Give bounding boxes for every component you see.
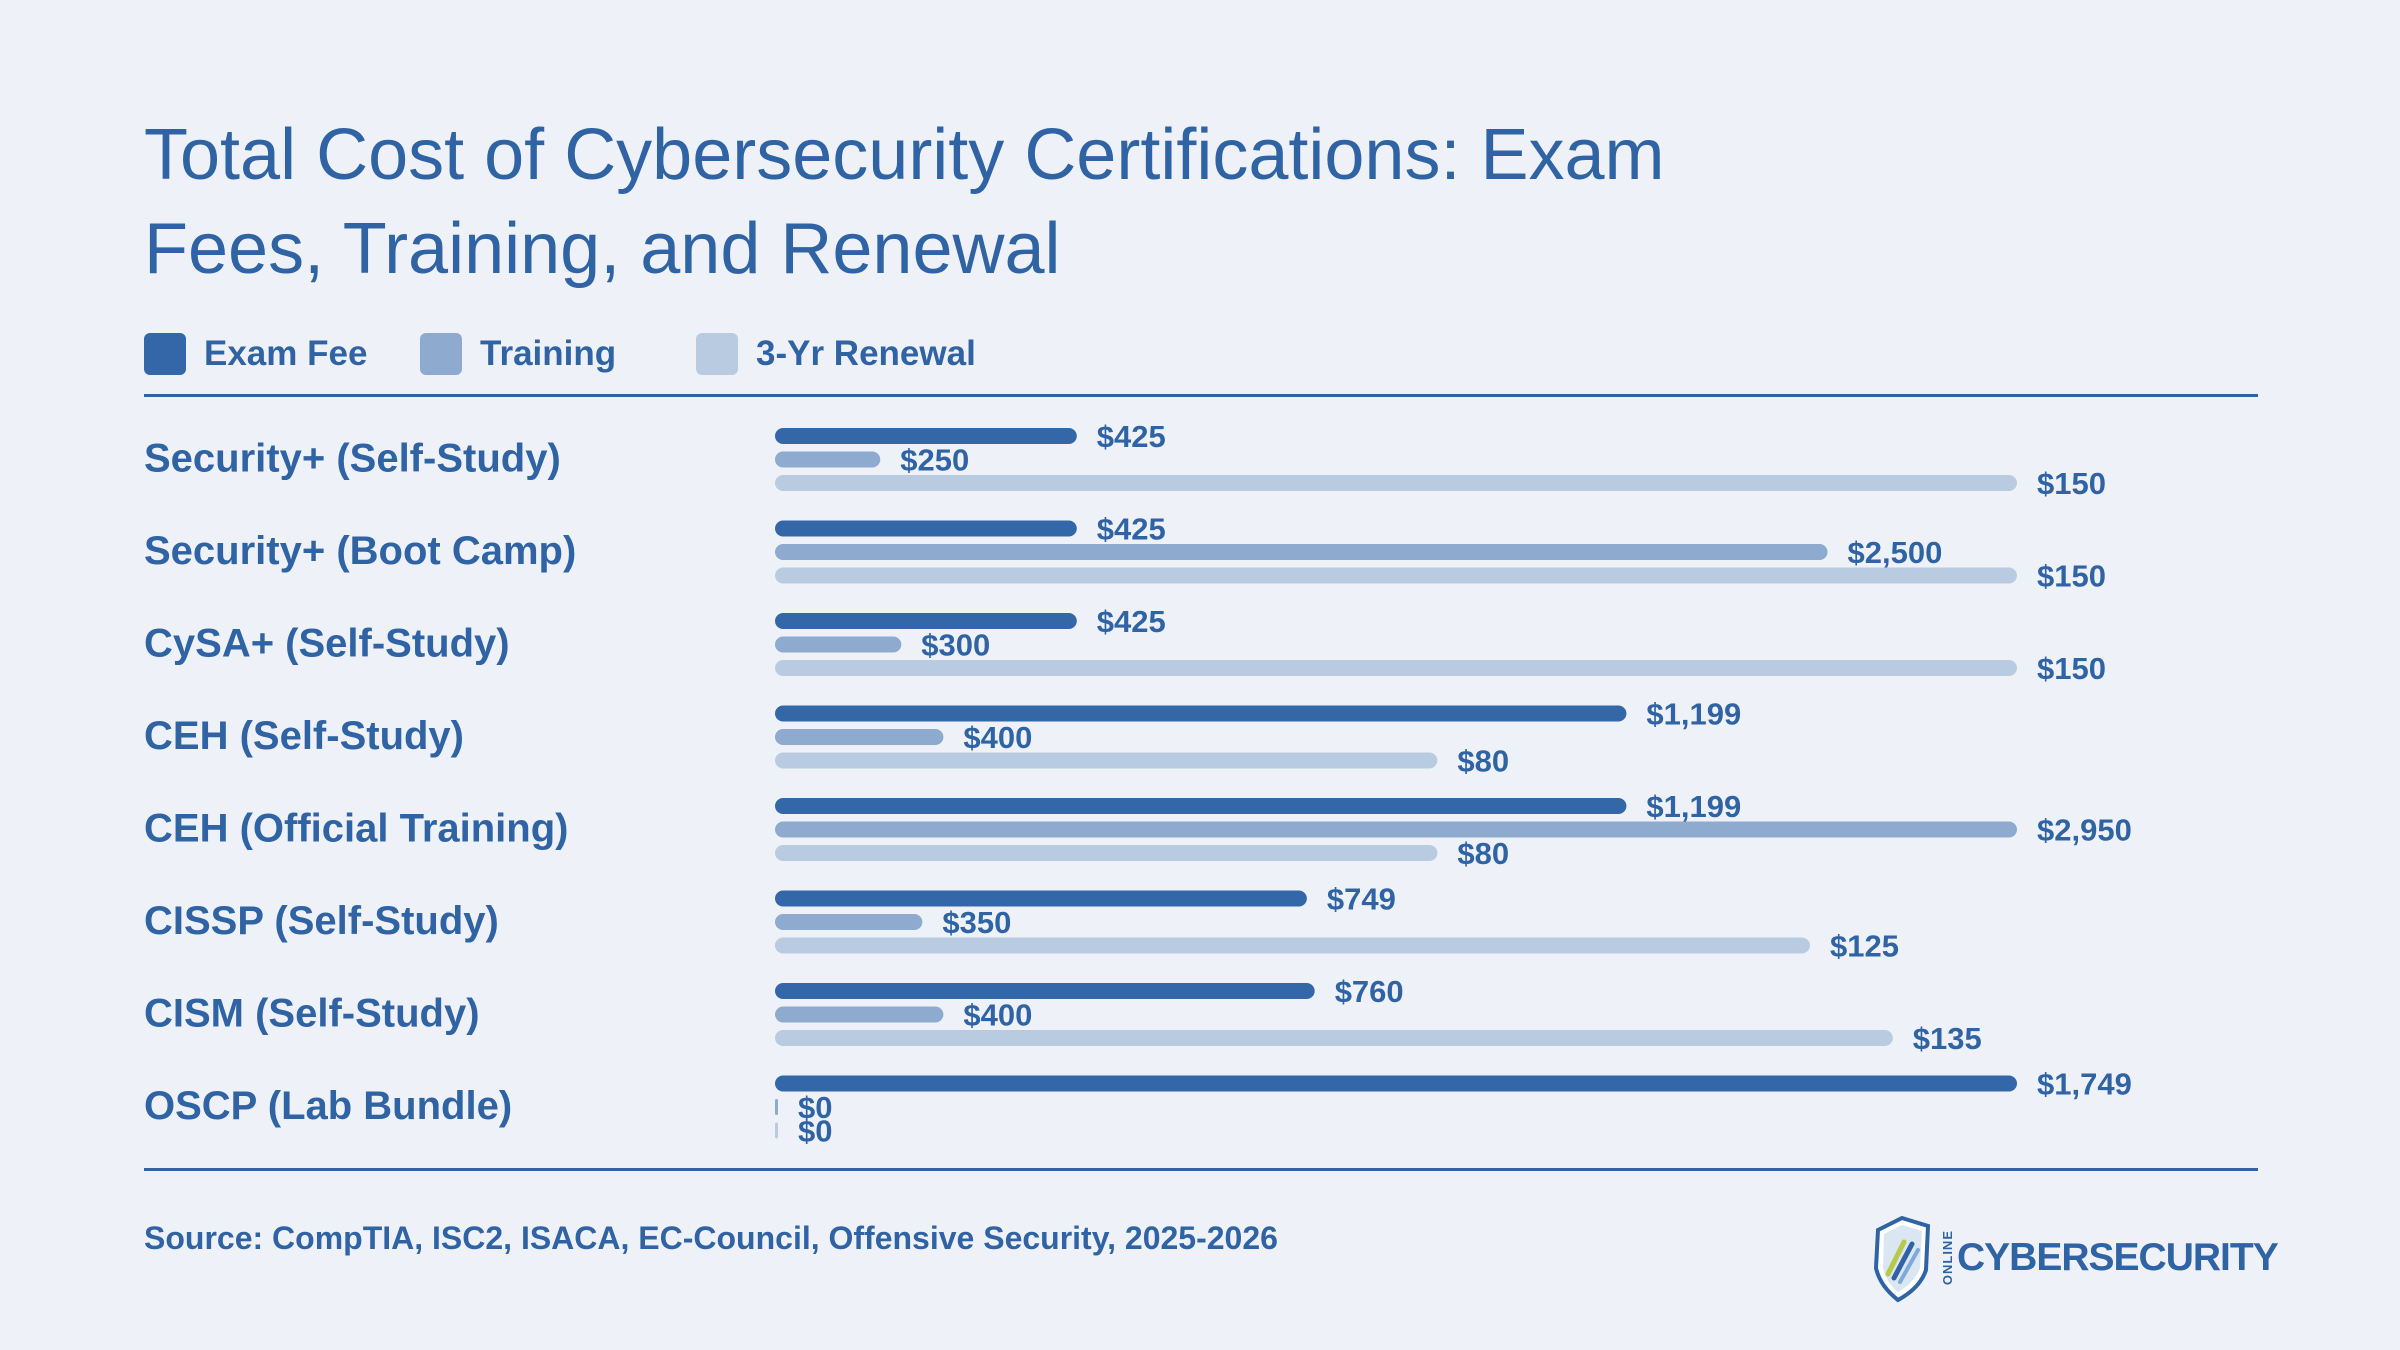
top-divider bbox=[144, 394, 2258, 397]
bar-exam-fee bbox=[775, 613, 1077, 629]
category-label: CySA+ (Self-Study) bbox=[144, 622, 510, 666]
bar-exam-fee bbox=[775, 890, 1307, 907]
bar-training bbox=[775, 1006, 944, 1023]
bar-training bbox=[775, 914, 923, 930]
category-label: CISSP (Self-Study) bbox=[144, 899, 499, 943]
bar-group-oscp-lab-bundle: OSCP (Lab Bundle) $1,749 $0$0 bbox=[144, 1067, 2132, 1149]
legend-swatch bbox=[144, 333, 186, 375]
value-label-training: $400 bbox=[963, 998, 1032, 1033]
value-label-training: $250 bbox=[900, 443, 969, 478]
value-label-3-yr-renewal: $125 bbox=[1830, 929, 1899, 964]
legend-item-training: Training bbox=[420, 332, 616, 376]
legend-swatch bbox=[696, 333, 738, 375]
category-label: OSCP (Lab Bundle) bbox=[144, 1084, 512, 1128]
category-label: Security+ (Self-Study) bbox=[144, 437, 561, 481]
bar-3-yr-renewal bbox=[775, 567, 2017, 584]
bar-group-security-boot-camp: Security+ (Boot Camp) $425 $2,500 $150 bbox=[144, 512, 2106, 594]
bar-3-yr-renewal bbox=[775, 475, 2017, 491]
bar-training bbox=[775, 1099, 778, 1115]
bar-3-yr-renewal bbox=[775, 1122, 778, 1139]
brand-logo: ONLINE CYBERSECURITY bbox=[1872, 1212, 2279, 1304]
value-label-exam-fee: $425 bbox=[1097, 512, 1166, 547]
bar-exam-fee bbox=[775, 520, 1077, 537]
bar-3-yr-renewal bbox=[775, 937, 1810, 954]
bar-training bbox=[775, 451, 881, 468]
legend-item-3-yr-renewal: 3-Yr Renewal bbox=[696, 332, 976, 376]
value-label-exam-fee: $425 bbox=[1097, 604, 1166, 639]
bar-group-cysa-self-study: CySA+ (Self-Study) $425 $300 $150 bbox=[144, 604, 2106, 686]
legend-item-exam-fee: Exam Fee bbox=[144, 332, 367, 376]
bar-group-security-self-study: Security+ (Self-Study) $425 $250 $150 bbox=[144, 419, 2106, 501]
bar-3-yr-renewal bbox=[775, 660, 2017, 676]
bar-training bbox=[775, 636, 902, 653]
bar-exam-fee bbox=[775, 798, 1627, 814]
category-label: CISM (Self-Study) bbox=[144, 992, 480, 1036]
value-label-3-yr-renewal: $150 bbox=[2037, 559, 2106, 594]
brand-wordmark: CYBERSECURITY bbox=[1957, 1236, 2279, 1279]
value-label-training: $0 bbox=[798, 1090, 832, 1125]
value-label-3-yr-renewal: $80 bbox=[1457, 744, 1509, 779]
value-label-exam-fee: $1,199 bbox=[1646, 697, 1741, 732]
bar-3-yr-renewal bbox=[775, 845, 1438, 861]
value-label-3-yr-renewal: $150 bbox=[2037, 651, 2106, 686]
value-label-training: $2,950 bbox=[2037, 813, 2132, 848]
value-label-exam-fee: $760 bbox=[1335, 974, 1404, 1009]
value-label-training: $2,500 bbox=[1848, 535, 1943, 570]
value-label-3-yr-renewal: $0 bbox=[798, 1114, 832, 1149]
value-label-training: $300 bbox=[921, 628, 990, 663]
bar-training bbox=[775, 821, 2017, 838]
bar-exam-fee bbox=[775, 428, 1077, 444]
category-label: CEH (Official Training) bbox=[144, 807, 568, 851]
shield-icon bbox=[1873, 1215, 1931, 1303]
value-label-exam-fee: $749 bbox=[1327, 882, 1396, 917]
legend-swatch bbox=[420, 333, 462, 375]
bar-group-ceh-official-training: CEH (Official Training) $1,199 $2,950 $80 bbox=[144, 789, 2132, 871]
legend-label: Exam Fee bbox=[204, 334, 368, 373]
value-label-3-yr-renewal: $135 bbox=[1913, 1021, 1982, 1056]
bar-group-cism-self-study: CISM (Self-Study) $760 $400 $135 bbox=[144, 974, 1982, 1056]
bar-3-yr-renewal bbox=[775, 1030, 1893, 1046]
legend-label: 3-Yr Renewal bbox=[756, 334, 976, 373]
bar-group-cissp-self-study: CISSP (Self-Study) $749 $350 $125 bbox=[144, 882, 1899, 964]
legend-label: Training bbox=[480, 334, 617, 373]
category-label: Security+ (Boot Camp) bbox=[144, 529, 576, 573]
bottom-divider bbox=[144, 1168, 2258, 1171]
chart-title: Total Cost of Cybersecurity Certificatio… bbox=[144, 115, 1665, 289]
value-label-exam-fee: $425 bbox=[1097, 419, 1166, 454]
value-label-training: $400 bbox=[963, 720, 1032, 755]
category-label: CEH (Self-Study) bbox=[144, 714, 464, 758]
bar-training bbox=[775, 544, 1828, 560]
bar-3-yr-renewal bbox=[775, 752, 1438, 769]
source-note: Source: CompTIA, ISC2, ISACA, EC-Council… bbox=[144, 1220, 1278, 1256]
brand-small-text: ONLINE bbox=[1940, 1230, 1955, 1286]
bar-exam-fee bbox=[775, 983, 1315, 999]
value-label-training: $350 bbox=[942, 905, 1011, 940]
value-label-3-yr-renewal: $80 bbox=[1457, 836, 1509, 871]
bar-exam-fee bbox=[775, 705, 1627, 722]
bar-group-ceh-self-study: CEH (Self-Study) $1,199 $400 $80 bbox=[144, 697, 1741, 779]
bar-training bbox=[775, 729, 944, 745]
value-label-exam-fee: $1,199 bbox=[1646, 789, 1741, 824]
value-label-3-yr-renewal: $150 bbox=[2037, 466, 2106, 501]
value-label-exam-fee: $1,749 bbox=[2037, 1067, 2132, 1102]
bar-exam-fee bbox=[775, 1075, 2017, 1092]
